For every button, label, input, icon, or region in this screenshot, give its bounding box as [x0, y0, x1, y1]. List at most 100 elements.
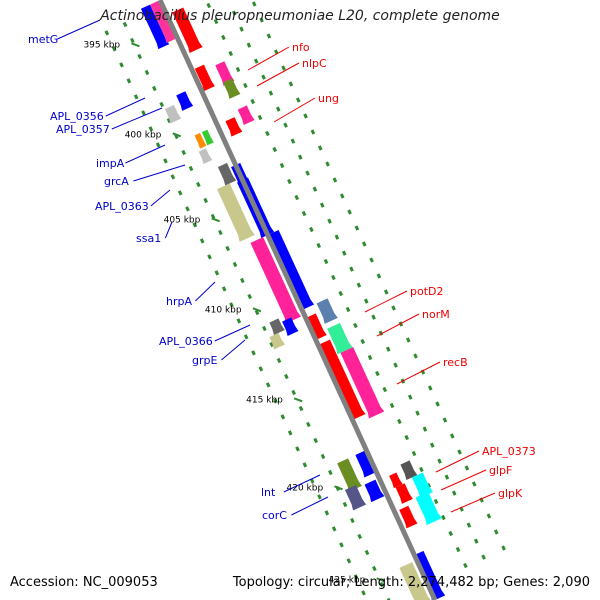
track-dot	[280, 414, 286, 420]
gene-arrow	[140, 4, 170, 50]
leader-line	[195, 281, 216, 302]
gene-label: glpF	[489, 464, 512, 477]
track-dot	[297, 154, 303, 160]
track-dot	[433, 498, 439, 505]
gene-arrow	[355, 450, 378, 478]
gene-arrow	[267, 230, 315, 311]
track-dot	[371, 314, 376, 320]
track-dot	[327, 218, 332, 224]
gene-arrow	[198, 148, 213, 164]
track-dot	[185, 206, 190, 212]
track-dot	[262, 325, 267, 332]
track-dot	[303, 113, 308, 119]
tick-label: 415 kbp	[246, 395, 283, 405]
leader-line	[440, 469, 487, 491]
track-dot	[411, 450, 417, 457]
tick-label: 425 kbp	[329, 575, 366, 585]
label-leader-lines	[57, 19, 496, 516]
track-dot	[473, 538, 479, 544]
track-dot	[325, 161, 330, 167]
track-dot	[334, 234, 340, 240]
track-dot	[170, 174, 176, 180]
track-dot	[349, 266, 354, 272]
tick-mark	[293, 397, 303, 403]
gene-arrow	[316, 298, 338, 324]
track-dot	[104, 30, 110, 36]
gene-arrow	[317, 339, 366, 421]
gene-label: nfo	[292, 41, 310, 54]
track-dot	[265, 382, 271, 388]
tick-mark	[172, 132, 182, 138]
track-dot	[320, 453, 326, 460]
gene-arrow	[389, 472, 403, 489]
track-dot	[413, 353, 418, 359]
track-dot	[316, 242, 322, 249]
track-dot	[338, 290, 344, 297]
track-dot	[376, 273, 382, 279]
gene-arrow	[400, 460, 418, 481]
track-dot	[272, 146, 278, 153]
leader-line	[435, 450, 480, 473]
track-dot	[372, 565, 377, 572]
track-dot	[353, 322, 358, 329]
track-dot	[302, 462, 308, 468]
track-dot	[415, 410, 420, 416]
track-dot	[379, 581, 384, 588]
track-dot	[361, 590, 366, 596]
gene-label: potD2	[410, 285, 444, 298]
track-dot	[225, 245, 230, 252]
track-dots	[104, 1, 506, 600]
gene-features	[140, 0, 446, 600]
track-dot	[404, 434, 410, 441]
gene-label: impA	[96, 157, 125, 170]
track-dot	[382, 386, 388, 393]
genome-backbone	[157, 0, 438, 600]
track-dot	[287, 430, 293, 436]
leader-line	[164, 221, 173, 239]
leader-line	[396, 361, 441, 385]
track-dot	[486, 513, 492, 519]
track-dot	[331, 274, 336, 281]
track-dot	[437, 458, 442, 464]
track-dot	[442, 417, 448, 423]
track-dot	[258, 366, 264, 372]
leader-line	[150, 189, 171, 207]
track-dot	[451, 490, 457, 496]
track-dot	[126, 78, 132, 84]
track-dot	[253, 58, 259, 64]
track-dot	[273, 398, 278, 404]
track-dot	[206, 2, 212, 9]
track-dot	[148, 126, 154, 132]
track-dot	[493, 529, 499, 535]
gene-arrow	[172, 7, 203, 54]
track-dot	[268, 90, 274, 96]
track-dot	[471, 481, 477, 487]
leader-line	[133, 164, 186, 182]
track-dot	[283, 122, 288, 128]
track-dot	[214, 270, 220, 276]
track-dot	[257, 114, 263, 121]
track-dot	[141, 110, 146, 116]
track-dot	[383, 289, 389, 295]
gene-label: metG	[28, 33, 58, 46]
gene-arrow	[176, 91, 194, 111]
track-dot	[350, 517, 355, 524]
track-dot	[243, 82, 248, 89]
genome-summary-text: Topology: circular; Length: 2,274,482 bp…	[232, 575, 590, 590]
track-dot	[481, 554, 486, 560]
tick-mark	[334, 485, 343, 491]
leader-line	[273, 97, 316, 123]
track-dot	[378, 330, 384, 336]
gene-arrow	[395, 483, 413, 504]
track-dot	[457, 449, 462, 455]
gene-label: grpE	[192, 354, 217, 367]
leader-line	[214, 324, 251, 342]
track-dot	[265, 130, 270, 137]
gene-arrow	[306, 313, 327, 340]
track-dot	[345, 306, 351, 313]
accession-text: Accession: NC_009053	[10, 575, 158, 590]
track-dot	[243, 334, 249, 340]
tick-label: 400 kbp	[125, 130, 162, 140]
track-dot	[375, 370, 380, 377]
